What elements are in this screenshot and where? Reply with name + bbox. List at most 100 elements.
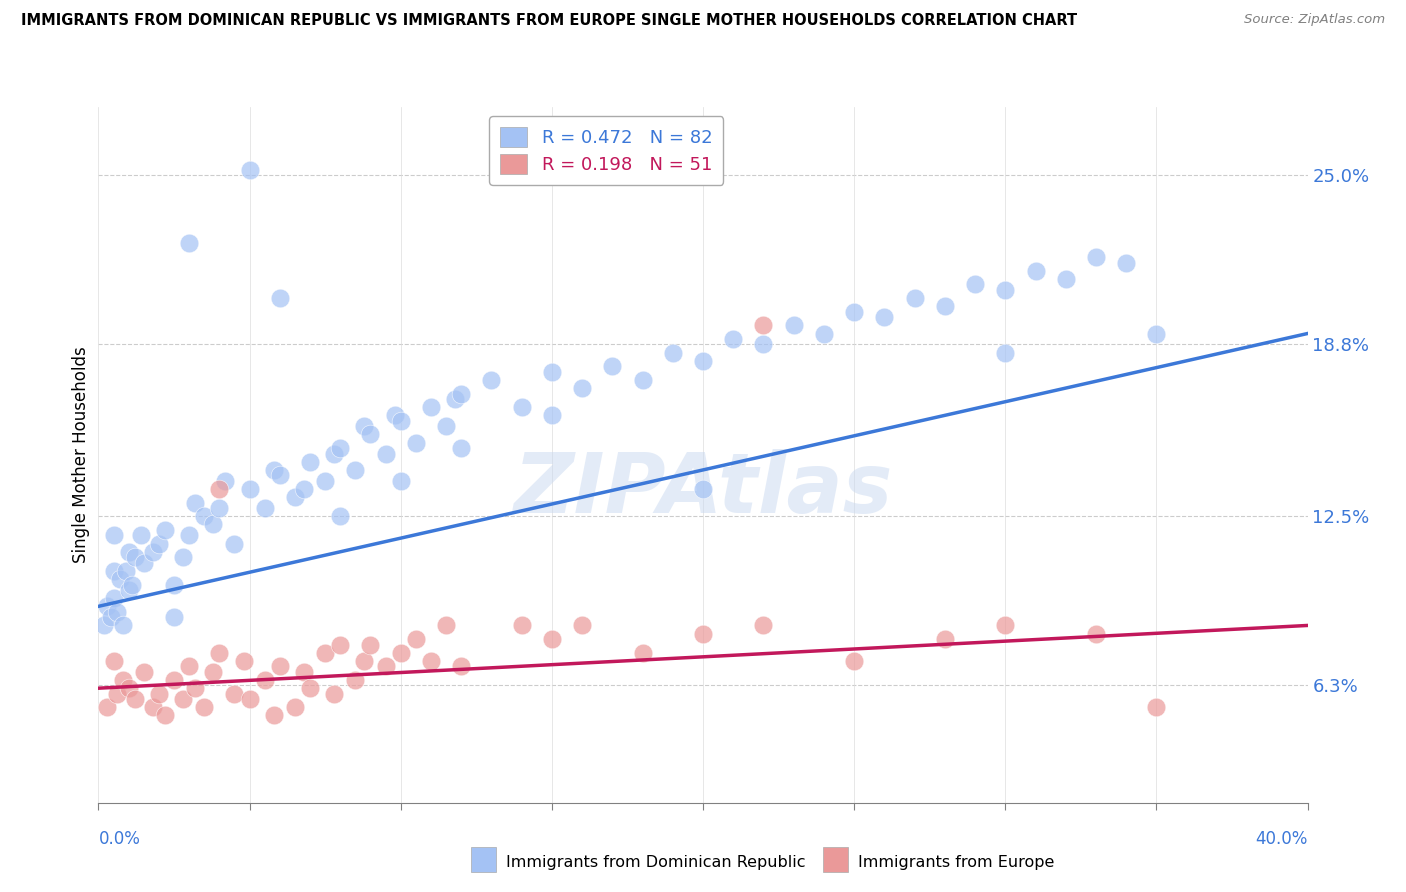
Point bbox=[239, 482, 262, 496]
Point bbox=[253, 673, 276, 687]
Point bbox=[132, 665, 155, 679]
Point bbox=[118, 582, 141, 597]
Point bbox=[541, 409, 564, 423]
Point bbox=[124, 692, 146, 706]
Point bbox=[450, 441, 472, 455]
Point bbox=[571, 381, 593, 395]
Point bbox=[631, 373, 654, 387]
Bar bbox=[471, 847, 496, 872]
Point bbox=[96, 599, 118, 614]
Point bbox=[994, 618, 1017, 632]
Point bbox=[202, 517, 225, 532]
Point bbox=[224, 536, 246, 550]
Point bbox=[420, 400, 443, 414]
Point bbox=[434, 618, 457, 632]
Point bbox=[353, 419, 375, 434]
Point bbox=[752, 318, 775, 333]
Point bbox=[813, 326, 835, 341]
Point bbox=[1115, 255, 1137, 269]
Point bbox=[405, 435, 427, 450]
Point bbox=[103, 591, 125, 606]
Point bbox=[692, 626, 714, 640]
Point bbox=[444, 392, 467, 406]
Text: Immigrants from Europe: Immigrants from Europe bbox=[858, 855, 1054, 870]
Point bbox=[163, 577, 186, 591]
Point bbox=[389, 414, 412, 428]
Point bbox=[172, 550, 194, 565]
Point bbox=[1054, 272, 1077, 286]
Point bbox=[994, 345, 1017, 359]
Point bbox=[142, 545, 165, 559]
Point bbox=[329, 441, 352, 455]
Point bbox=[96, 700, 118, 714]
Point bbox=[1085, 626, 1108, 640]
Point bbox=[208, 482, 231, 496]
Point bbox=[111, 673, 134, 687]
Point bbox=[541, 365, 564, 379]
Point bbox=[239, 692, 262, 706]
Point bbox=[224, 687, 246, 701]
Point bbox=[692, 353, 714, 368]
Point bbox=[299, 455, 322, 469]
Point bbox=[208, 646, 231, 660]
Point bbox=[103, 654, 125, 668]
Point bbox=[344, 673, 367, 687]
Point bbox=[114, 564, 136, 578]
Point bbox=[153, 523, 176, 537]
Point bbox=[132, 556, 155, 570]
Point bbox=[904, 291, 927, 305]
Point bbox=[105, 687, 128, 701]
Text: ZIPAtlas: ZIPAtlas bbox=[513, 450, 893, 530]
Point bbox=[405, 632, 427, 646]
Point bbox=[934, 632, 956, 646]
Point bbox=[103, 528, 125, 542]
Point bbox=[129, 528, 152, 542]
Point bbox=[299, 681, 322, 696]
Point bbox=[124, 550, 146, 565]
Point bbox=[994, 283, 1017, 297]
Point bbox=[602, 359, 624, 374]
Point bbox=[269, 659, 291, 673]
Point bbox=[263, 463, 285, 477]
Point bbox=[184, 496, 207, 510]
Point bbox=[111, 618, 134, 632]
Point bbox=[1024, 264, 1046, 278]
Point bbox=[153, 708, 176, 723]
Point bbox=[510, 618, 533, 632]
Point bbox=[172, 692, 194, 706]
Point bbox=[783, 318, 806, 333]
Bar bbox=[823, 847, 848, 872]
Point bbox=[360, 427, 382, 442]
Point bbox=[179, 236, 201, 251]
Point bbox=[481, 373, 503, 387]
Point bbox=[662, 345, 685, 359]
Point bbox=[142, 700, 165, 714]
Point bbox=[263, 708, 285, 723]
Point bbox=[631, 646, 654, 660]
Text: 0.0%: 0.0% bbox=[98, 830, 141, 847]
Point bbox=[118, 681, 141, 696]
Point bbox=[1085, 250, 1108, 264]
Point bbox=[314, 474, 336, 488]
Point bbox=[323, 446, 346, 460]
Point bbox=[344, 463, 367, 477]
Point bbox=[105, 605, 128, 619]
Point bbox=[1146, 326, 1168, 341]
Point bbox=[108, 572, 131, 586]
Point bbox=[965, 277, 987, 292]
Point bbox=[121, 577, 143, 591]
Point bbox=[374, 659, 396, 673]
Point bbox=[329, 509, 352, 524]
Point bbox=[214, 474, 236, 488]
Point bbox=[163, 673, 186, 687]
Y-axis label: Single Mother Households: Single Mother Households bbox=[72, 347, 90, 563]
Point bbox=[360, 638, 382, 652]
Point bbox=[163, 610, 186, 624]
Point bbox=[232, 654, 254, 668]
Point bbox=[752, 618, 775, 632]
Point bbox=[292, 665, 315, 679]
Point bbox=[329, 638, 352, 652]
Text: Source: ZipAtlas.com: Source: ZipAtlas.com bbox=[1244, 13, 1385, 27]
Point bbox=[873, 310, 896, 325]
Point bbox=[353, 654, 375, 668]
